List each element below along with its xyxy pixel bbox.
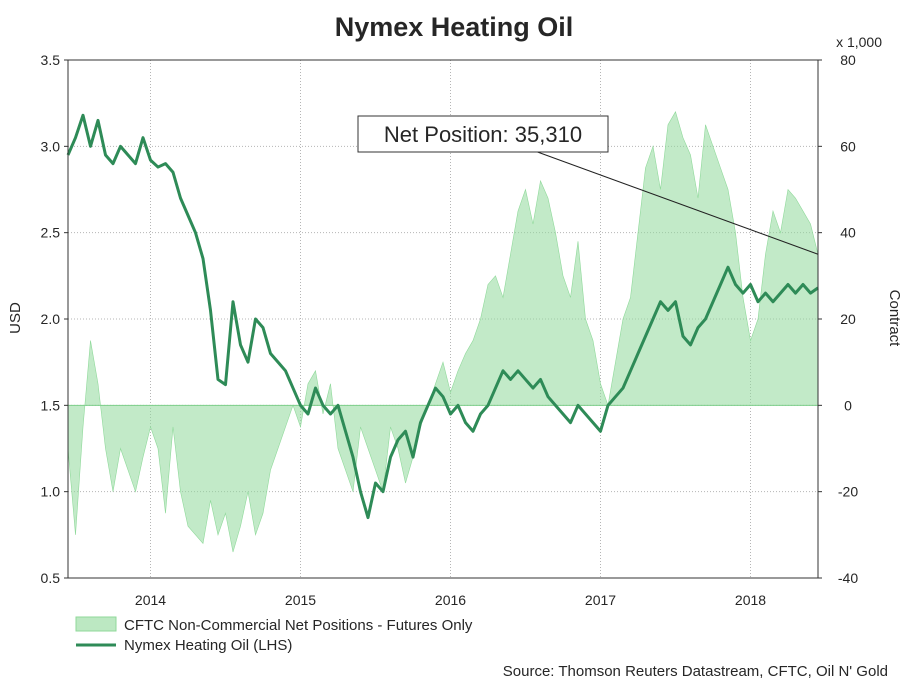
right-tick-label-2: 0 [844, 397, 852, 413]
chart-title: Nymex Heating Oil [335, 12, 574, 42]
right-tick-label-5: 60 [840, 138, 856, 154]
x-tick-label-2: 2016 [435, 592, 466, 608]
x-tick-label-3: 2017 [585, 592, 616, 608]
legend-label-line: Nymex Heating Oil (LHS) [124, 637, 292, 654]
left-axis-ticks: 0.5 1.0 1.5 2.0 2.5 3.0 3.5 [41, 52, 68, 586]
x-axis-ticks: 2014 2015 2016 2017 2018 [135, 592, 766, 608]
annotation-leader-line [531, 149, 819, 255]
x-tick-label-4: 2018 [735, 592, 766, 608]
right-tick-label-0: -40 [838, 570, 858, 586]
legend: CFTC Non-Commercial Net Positions - Futu… [75, 616, 473, 654]
left-tick-label-0: 0.5 [41, 570, 61, 586]
heating-oil-line [66, 113, 819, 520]
legend-label-area: CFTC Non-Commercial Net Positions - Futu… [124, 617, 473, 634]
right-axis-unit: x 1,000 [836, 34, 882, 50]
net-position-annotation: Net Position: 35,310 [357, 115, 819, 255]
y-right-label: Contract [886, 290, 903, 348]
line-heating-oil [66, 113, 819, 520]
annotation-box [357, 115, 609, 153]
right-tick-label-6: 80 [840, 52, 856, 68]
right-tick-label-4: 40 [840, 225, 856, 241]
x-tick-label-1: 2015 [285, 592, 316, 608]
y-left-label: USD [7, 302, 24, 334]
left-tick-label-1: 1.0 [41, 484, 61, 500]
area-net-position [67, 111, 819, 553]
source-note: Source: Thomson Reuters Datastream, CFTC… [503, 663, 888, 680]
left-tick-label-4: 2.5 [41, 225, 61, 241]
left-tick-label-2: 1.5 [41, 397, 61, 413]
left-tick-label-6: 3.5 [41, 52, 61, 68]
right-tick-label-3: 20 [840, 311, 856, 327]
right-tick-label-1: -20 [838, 484, 858, 500]
left-tick-label-5: 3.0 [41, 138, 61, 154]
left-tick-label-3: 2.0 [41, 311, 61, 327]
legend-swatch-area [75, 616, 117, 632]
right-axis-ticks: -40 -20 0 20 40 60 80 [818, 52, 858, 586]
x-tick-label-0: 2014 [135, 592, 166, 608]
net-position-area [67, 111, 819, 553]
annotation-text: Net Position: 35,310 [384, 122, 582, 147]
